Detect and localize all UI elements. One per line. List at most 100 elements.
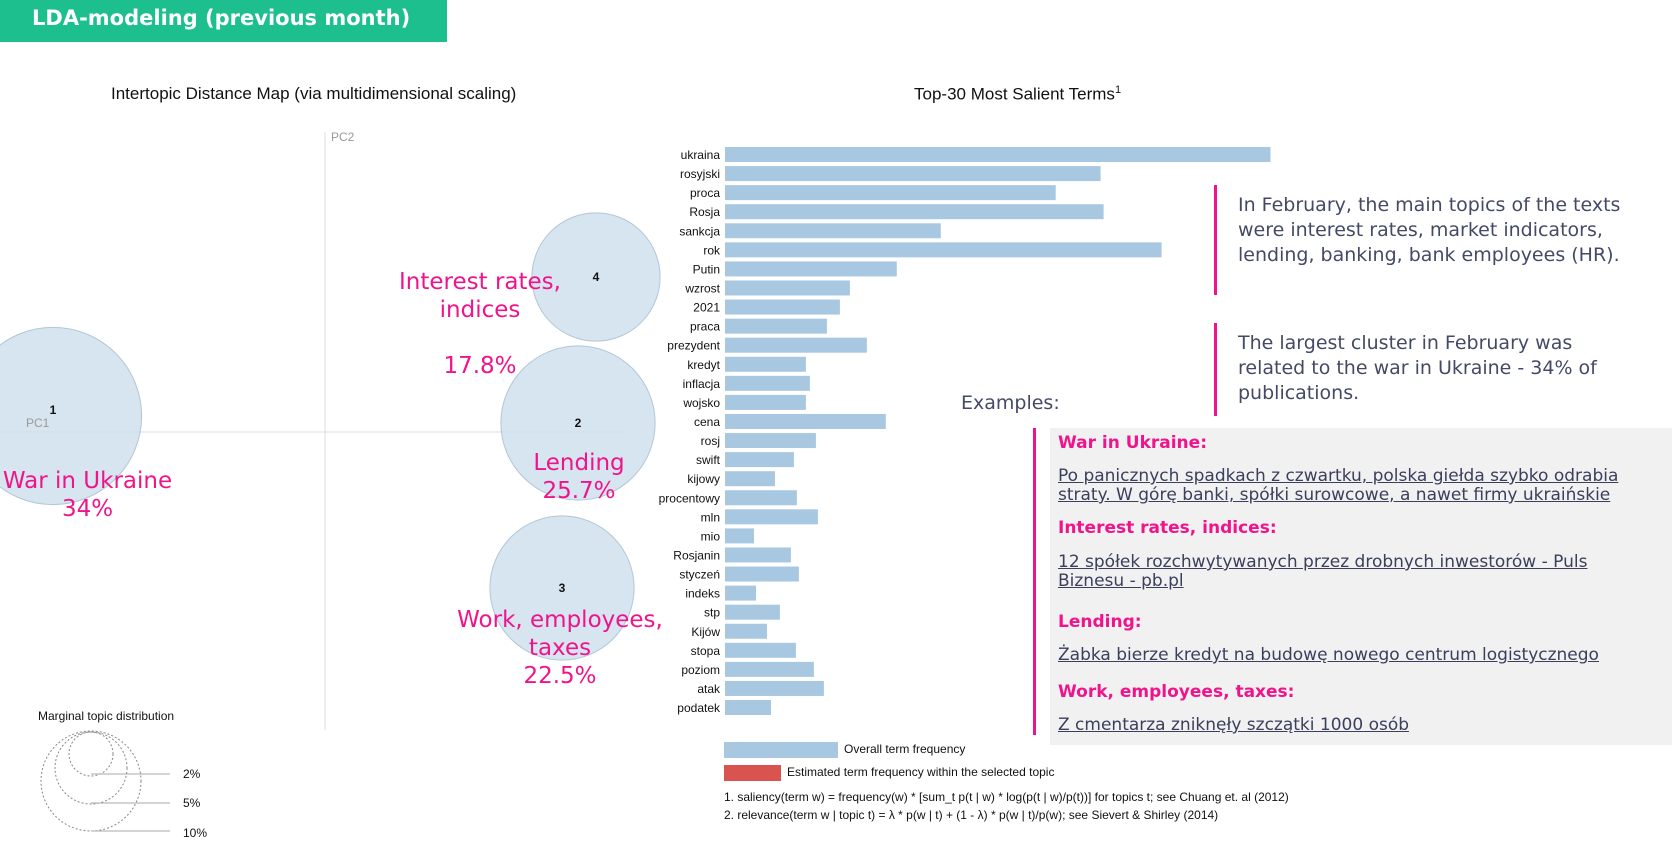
marginal-circle-2pct	[68, 731, 114, 777]
salient-terms-title-sup: 1	[1114, 84, 1122, 96]
pc1-axis-label: PC1	[26, 416, 50, 430]
term-bar[interactable]	[725, 661, 814, 677]
summary-divider-1	[1214, 185, 1217, 295]
term-label: kijowy	[687, 472, 720, 486]
term-bar[interactable]	[725, 242, 1162, 258]
term-bar[interactable]	[725, 452, 794, 468]
page-title: LDA-modeling (previous month)	[32, 6, 411, 30]
term-bar[interactable]	[725, 471, 775, 487]
term-bar[interactable]	[725, 356, 806, 372]
term-bar[interactable]	[725, 318, 827, 334]
term-label: podatek	[677, 701, 721, 715]
example-link-lending[interactable]: Żabka bierze kredyt na budowę nowego cen…	[1058, 645, 1599, 665]
legend-overall-label: Overall term frequency	[844, 742, 966, 756]
topic-1-share: 34%	[61, 496, 114, 522]
term-bar[interactable]	[725, 490, 797, 506]
term-label: Kijów	[691, 625, 720, 639]
topic-4-name: Interest rates, indices	[399, 269, 561, 323]
salient-terms-bar-chart: ukraina rosyjski proca Rosja sankcja rok Putin…	[659, 147, 1271, 716]
term-label: Rosjanin	[673, 548, 720, 562]
example-heading-war: War in Ukraine:	[1058, 433, 1207, 453]
term-bar[interactable]	[725, 299, 840, 315]
term-bar[interactable]	[725, 185, 1056, 201]
term-bar[interactable]	[725, 337, 867, 353]
legend-swatch-selected	[724, 765, 781, 781]
term-label: Putin	[693, 262, 720, 276]
term-bar[interactable]	[725, 642, 796, 658]
term-label: proca	[690, 186, 720, 200]
topic-2-label: Lending 25.7%	[520, 449, 638, 505]
term-label: Rosja	[689, 205, 720, 219]
term-bar[interactable]	[725, 623, 767, 639]
term-bar[interactable]	[725, 528, 754, 544]
examples-label: Examples:	[961, 392, 1060, 414]
term-label: rosyjski	[680, 167, 720, 181]
term-bar[interactable]	[725, 375, 810, 391]
term-bar[interactable]	[725, 280, 850, 296]
term-label: ukraina	[681, 148, 721, 162]
term-label: wzrost	[684, 281, 720, 295]
topic-number-3: 3	[559, 581, 566, 595]
term-bar[interactable]	[725, 204, 1104, 220]
intertopic-map-svg: 1 4 2 3	[0, 132, 661, 730]
example-link-work[interactable]: Z cmentarza zniknęły szczątki 1000 osób	[1058, 715, 1410, 735]
topic-number-4: 4	[593, 270, 600, 284]
topic-bubble-2[interactable]	[500, 345, 656, 501]
topic-3-label: Work, employees, taxes 22.5%	[450, 606, 670, 690]
term-bar[interactable]	[725, 223, 941, 239]
term-bar[interactable]	[725, 547, 791, 563]
term-label: stopa	[691, 644, 721, 658]
summary-divider-2	[1214, 323, 1217, 416]
term-label: cena	[694, 415, 720, 429]
salient-terms-title-text: Top-30 Most Salient Terms	[914, 84, 1115, 104]
topic-bubble-3[interactable]	[489, 515, 635, 661]
term-bar[interactable]	[725, 700, 771, 716]
example-heading-interest: Interest rates, indices:	[1058, 518, 1277, 538]
term-label: praca	[690, 320, 720, 334]
footnote-2: 2. relevance(term w | topic t) = λ * p(w…	[724, 808, 1219, 822]
term-label: atak	[697, 682, 721, 696]
term-label: poziom	[681, 663, 720, 677]
term-label: sankcja	[679, 224, 720, 238]
term-bar[interactable]	[725, 261, 897, 277]
term-bar[interactable]	[725, 413, 886, 429]
marginal-circle-10pct	[40, 730, 142, 832]
term-label: swift	[696, 453, 721, 467]
topic-1-label: War in Ukraine 34%	[0, 467, 175, 523]
term-label: kredyt	[687, 358, 720, 372]
term-label: wojsko	[682, 396, 720, 410]
term-bar[interactable]	[725, 566, 799, 582]
topic-4-share: 17.8%	[443, 353, 517, 379]
term-label: mln	[701, 510, 720, 524]
marginal-level-5pct: 5%	[183, 796, 201, 810]
legend-swatch-overall	[724, 742, 838, 758]
term-bar[interactable]	[725, 166, 1101, 182]
example-heading-lending: Lending:	[1058, 612, 1142, 632]
term-bar[interactable]	[725, 394, 806, 410]
summary-text-1: In February, the main topics of the text…	[1238, 194, 1621, 266]
topic-bubble-1[interactable]	[0, 326, 143, 506]
term-bar[interactable]	[725, 585, 756, 601]
term-bar[interactable]	[725, 604, 780, 620]
example-link-war[interactable]: Po panicznych spadkach z czwartku, polsk…	[1058, 466, 1619, 505]
examples-box	[1050, 428, 1672, 745]
topic-2-name: Lending	[533, 450, 625, 476]
marginal-title: Marginal topic distribution	[38, 709, 175, 723]
header-band	[0, 0, 447, 42]
term-bar[interactable]	[725, 147, 1271, 162]
topic-4-label: Interest rates, indices 17.8%	[390, 240, 570, 408]
term-bar[interactable]	[725, 509, 818, 525]
term-bar[interactable]	[725, 680, 824, 696]
term-label: rok	[703, 243, 721, 257]
example-heading-work: Work, employees, taxes:	[1058, 682, 1295, 702]
term-bar[interactable]	[725, 433, 816, 449]
term-label: rosj	[701, 434, 720, 448]
topic-bubble-4[interactable]	[531, 212, 661, 342]
topic-3-name: Work, employees, taxes	[457, 607, 663, 661]
term-label: prezydent	[667, 339, 720, 353]
marginal-level-2pct: 2%	[183, 767, 201, 781]
pc2-axis-label: PC2	[331, 130, 355, 144]
legend-selected-label: Estimated term frequency within the sele…	[787, 765, 1055, 779]
example-link-interest[interactable]: 12 spółek rozchwytywanych przez drobnych…	[1058, 552, 1588, 591]
term-label: stp	[704, 606, 720, 620]
